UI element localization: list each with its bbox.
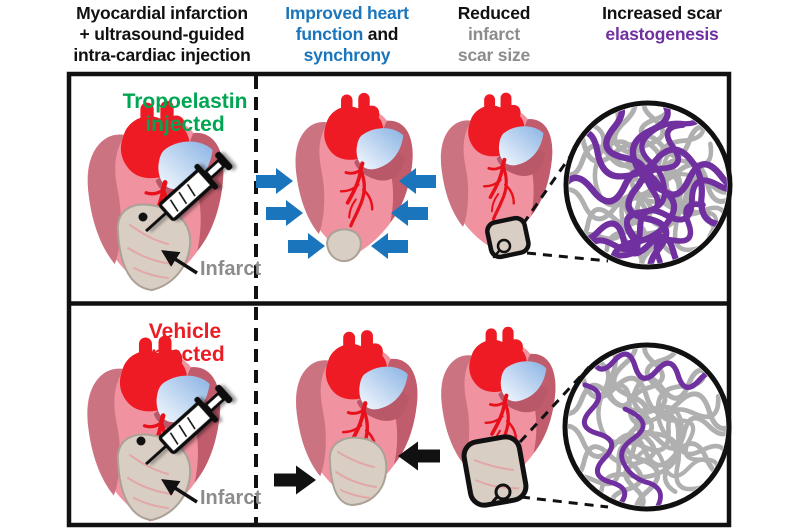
zoom-connector bbox=[520, 495, 609, 509]
injection-site-dot bbox=[136, 436, 146, 446]
zoom-connector bbox=[526, 251, 609, 263]
header-line: Increased scar bbox=[602, 3, 722, 23]
header-line: Improved heart bbox=[285, 3, 409, 23]
zoom-circle-elastin-rich bbox=[563, 100, 733, 270]
header-line: synchrony bbox=[303, 45, 391, 65]
header-line: scar size bbox=[457, 45, 531, 65]
label-infarct-top: Infarct bbox=[200, 258, 262, 280]
infarct-pointer-arrow bbox=[161, 250, 198, 275]
header-line: function and bbox=[295, 24, 399, 44]
heart-bottom-left-injection bbox=[87, 336, 239, 522]
heart-top-middle-treated bbox=[256, 93, 436, 262]
panel-frame bbox=[66, 71, 732, 528]
heart-top-left-injection bbox=[88, 101, 239, 291]
infarct-pointer-arrow bbox=[161, 479, 198, 504]
zoom-circle-elastin-sparse bbox=[562, 342, 732, 512]
header-col3-scar-size: Reduced infarct scar size bbox=[434, 3, 554, 66]
label-infarct-bottom: Infarct bbox=[200, 487, 262, 509]
magnifier-icon bbox=[492, 238, 512, 259]
header-line: intra-cardiac injection bbox=[73, 45, 251, 65]
heart-top-right-scar bbox=[438, 90, 609, 263]
header-line: Reduced bbox=[457, 3, 531, 23]
heart-bottom-middle-untreated bbox=[274, 330, 440, 507]
magnifier-icon bbox=[489, 483, 512, 506]
header-col1-procedure: Myocardial infarction + ultrasound-guide… bbox=[42, 3, 282, 66]
header-col2-function: Improved heart function and synchrony bbox=[267, 3, 427, 66]
label-vehicle-injected: Vehicle injected bbox=[145, 320, 225, 366]
header-line: infarct bbox=[467, 24, 521, 44]
header-col4-elastogenesis: Increased scar elastogenesis bbox=[572, 3, 752, 45]
header-line: elastogenesis bbox=[605, 24, 719, 44]
label-tropoelastin-injected: Tropoelastin injected bbox=[122, 90, 248, 136]
header-line: + ultrasound-guided bbox=[79, 24, 245, 44]
injection-site-dot bbox=[138, 212, 148, 222]
header-line: Myocardial infarction bbox=[76, 3, 248, 23]
